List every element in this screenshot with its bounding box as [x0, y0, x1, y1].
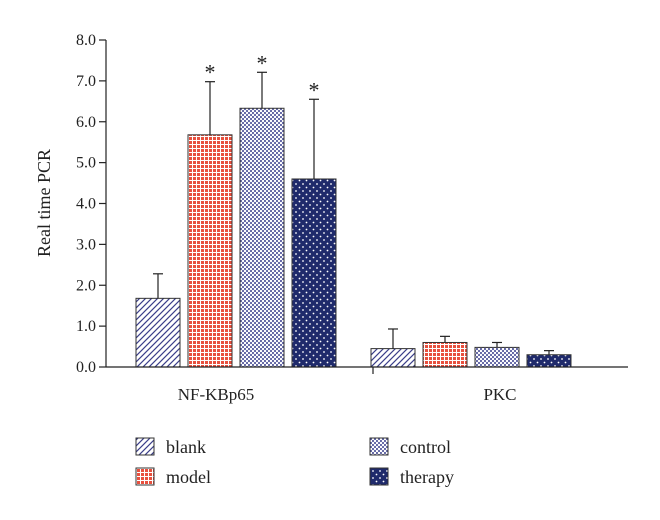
y-tick-label: 2.0 [76, 277, 96, 294]
significance-marker: * [205, 60, 216, 85]
legend-label-model: model [166, 467, 211, 487]
bar-control-NF-KBp65 [239, 107, 285, 368]
category-labels: NF-KBp65 PKC [178, 385, 517, 404]
significance-marker: * [257, 50, 268, 75]
legend-swatch-control [369, 437, 389, 456]
y-tick-label: 6.0 [76, 114, 96, 131]
legend-swatch-model [135, 467, 155, 486]
y-tick-label: 0.0 [76, 359, 96, 376]
y-tick-label: 3.0 [76, 236, 96, 253]
bar-blank-NF-KBp65 [135, 297, 181, 368]
y-tick-label: 1.0 [76, 318, 96, 335]
legend-swatch-therapy [369, 467, 389, 486]
y-tick-label: 5.0 [76, 155, 96, 172]
bar-therapy-NF-KBp65 [291, 178, 337, 368]
axes [105, 40, 628, 374]
bar-therapy-PKC [526, 354, 572, 368]
y-axis-ticks: 0.0 1.0 2.0 3.0 4.0 5.0 6.0 7.0 8.0 [76, 32, 106, 376]
legend-label-control: control [400, 437, 451, 457]
legend-label-blank: blank [166, 437, 206, 457]
bar-model-PKC [422, 341, 468, 368]
y-tick-label: 4.0 [76, 196, 96, 213]
x-category-label: PKC [483, 385, 516, 404]
legend-swatch-blank [135, 437, 155, 456]
bar-control-PKC [474, 346, 520, 368]
x-category-label: NF-KBp65 [178, 385, 255, 404]
legend-label-therapy: therapy [400, 467, 454, 487]
bar-blank-PKC [370, 348, 416, 368]
y-tick-label: 8.0 [76, 32, 96, 49]
y-tick-label: 7.0 [76, 73, 96, 90]
legend: blank model control therapy [135, 437, 454, 487]
significance-marker: * [309, 77, 320, 102]
y-axis-label: Real time PCR [34, 149, 54, 257]
bar-model-NF-KBp65 [187, 134, 233, 368]
bars-layer: * * * [135, 50, 572, 368]
